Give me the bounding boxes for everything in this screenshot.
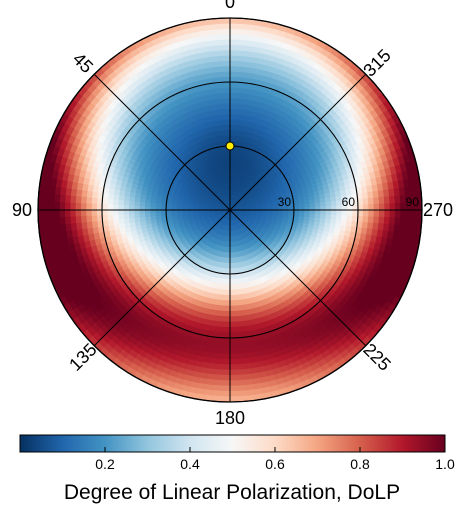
dolp-field xyxy=(38,18,422,402)
